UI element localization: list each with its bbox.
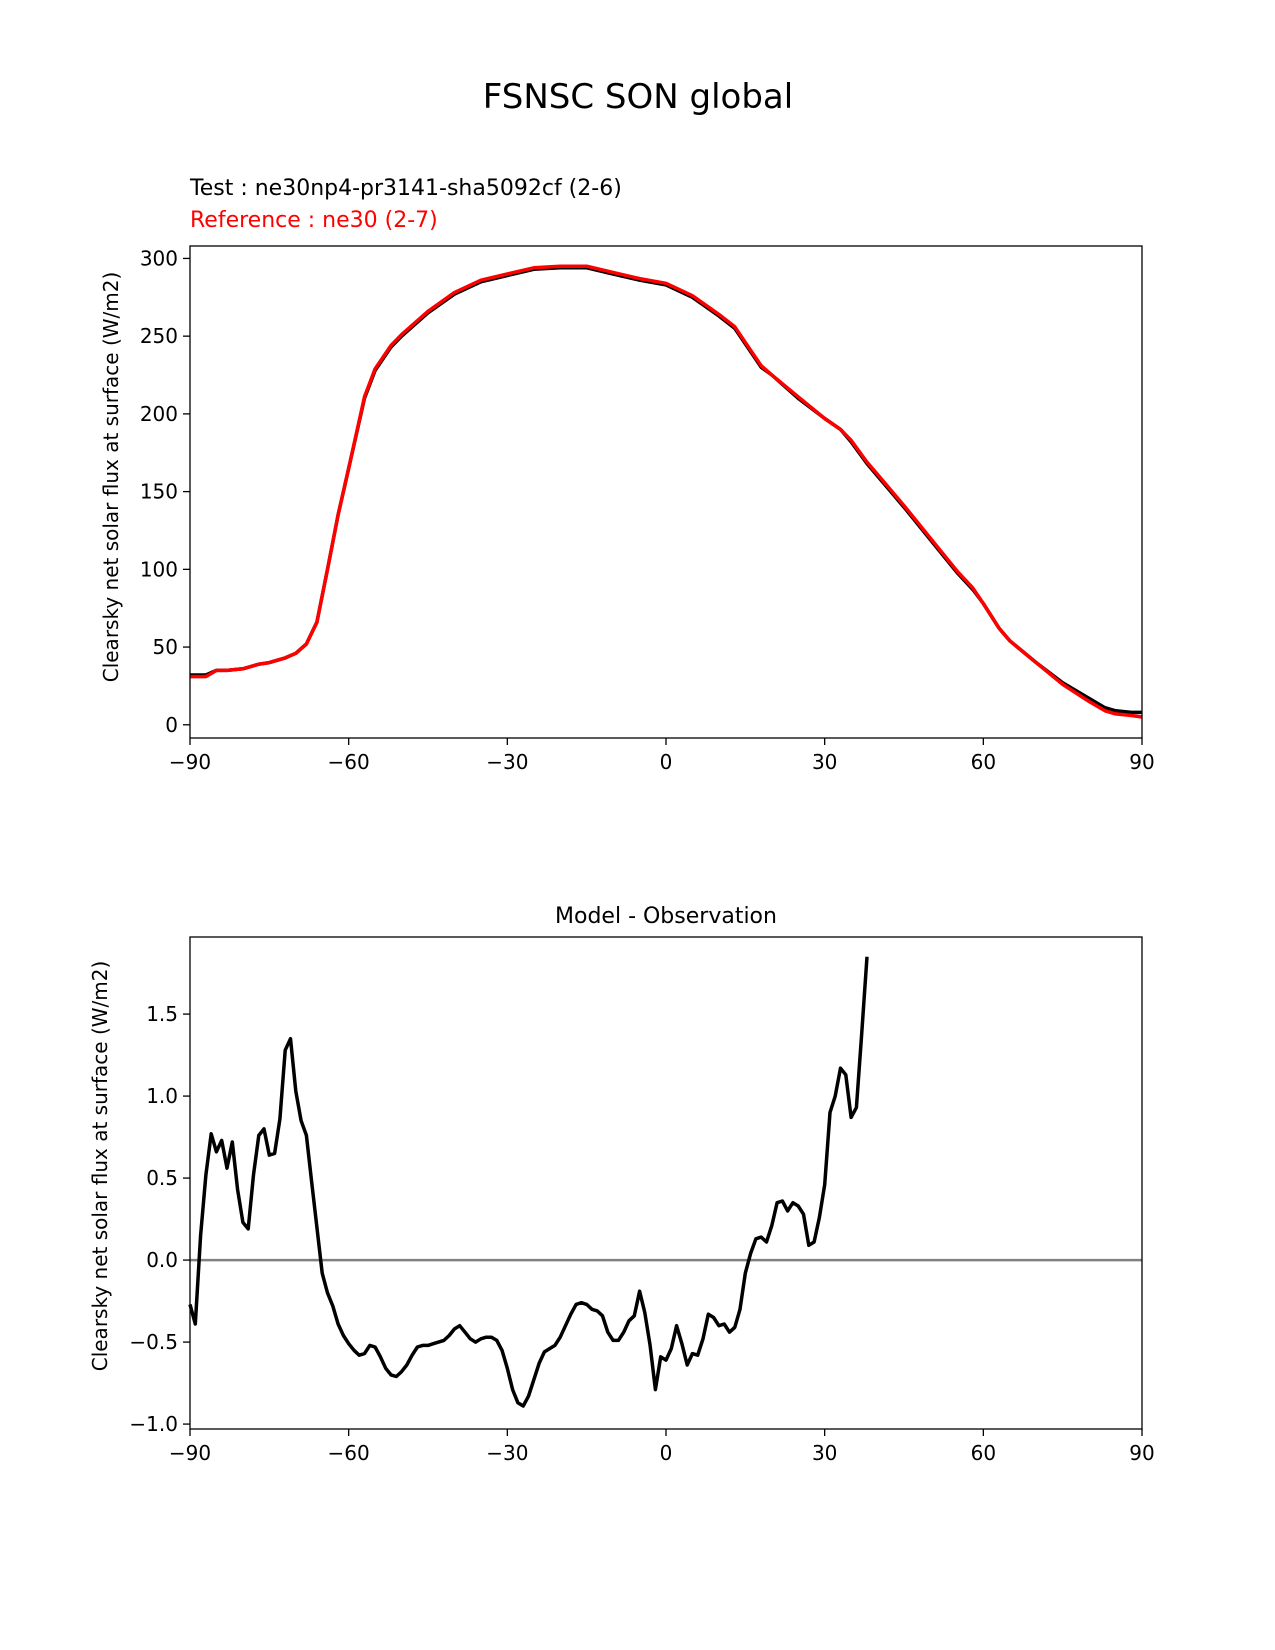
bottom-x-tick-label: −60	[328, 1441, 370, 1465]
bottom-y-tick-label: −1.0	[129, 1412, 178, 1436]
top-y-tick-label: 250	[140, 324, 178, 348]
bottom-x-tick-label: −30	[486, 1441, 528, 1465]
bottom-y-tick-label: 0.0	[146, 1248, 178, 1272]
top-series-reference	[190, 264, 1143, 719]
bottom-x-tick-label: 0	[660, 1441, 673, 1465]
top-x-tick-label: 0	[660, 750, 673, 774]
top-y-tick-label: 50	[153, 635, 178, 659]
bottom-x-tick-label: −90	[169, 1441, 211, 1465]
top-series-test	[190, 266, 1142, 715]
bottom-x-tick-label: 30	[812, 1441, 837, 1465]
bottom-y-tick-label: −0.5	[129, 1330, 178, 1354]
reference-legend-label: Reference : ne30 (2-7)	[190, 208, 438, 233]
bottom-panel: Model - Observation Clearsky net solar f…	[88, 904, 1155, 1465]
top-panel: Test : ne30np4-pr3141-sha5092cf (2-6) Re…	[99, 176, 1155, 774]
top-y-tick-label: 200	[140, 402, 178, 426]
bottom-y-tick-label: 0.5	[146, 1166, 178, 1190]
top-x-tick-label: −30	[486, 750, 528, 774]
top-y-tick-label: 0	[165, 713, 178, 737]
bottom-x-tick-label: 60	[971, 1441, 996, 1465]
test-legend-label: Test : ne30np4-pr3141-sha5092cf (2-6)	[189, 176, 622, 201]
top-x-tick-label: 90	[1129, 750, 1154, 774]
page-title: FSNSC SON global	[483, 77, 793, 117]
bottom-plot-area	[189, 936, 1143, 1430]
top-x-tick-label: 60	[971, 750, 996, 774]
bottom-x-tick-label: 90	[1129, 1441, 1154, 1465]
top-y-axis-label: Clearsky net solar flux at surface (W/m2…	[99, 272, 123, 683]
top-plot-area	[189, 245, 1143, 739]
bottom-y-tick-label: 1.5	[146, 1002, 178, 1026]
top-y-tick-label: 150	[140, 480, 178, 504]
top-x-tick-label: −90	[169, 750, 211, 774]
bottom-chart-title: Model - Observation	[555, 904, 777, 929]
top-x-tick-label: −60	[328, 750, 370, 774]
bottom-series-model-observation	[188, 956, 869, 1408]
top-y-tick-label: 300	[140, 246, 178, 270]
bottom-y-tick-label: 1.0	[146, 1084, 178, 1108]
bottom-y-axis-label: Clearsky net solar flux at surface (W/m2…	[88, 961, 112, 1372]
top-x-tick-label: 30	[812, 750, 837, 774]
top-y-tick-label: 100	[140, 557, 178, 581]
